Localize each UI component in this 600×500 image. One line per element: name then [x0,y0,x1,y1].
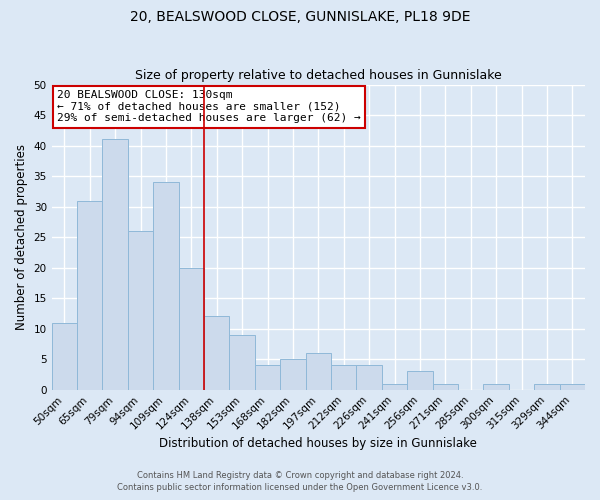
Bar [280,359,305,390]
Bar [179,268,204,390]
Bar [356,366,382,390]
Y-axis label: Number of detached properties: Number of detached properties [15,144,28,330]
Bar [560,384,585,390]
Bar [77,200,103,390]
Bar [484,384,509,390]
Text: 20, BEALSWOOD CLOSE, GUNNISLAKE, PL18 9DE: 20, BEALSWOOD CLOSE, GUNNISLAKE, PL18 9D… [130,10,470,24]
Bar [534,384,560,390]
Bar [52,322,77,390]
Text: 20 BEALSWOOD CLOSE: 130sqm
← 71% of detached houses are smaller (152)
29% of sem: 20 BEALSWOOD CLOSE: 130sqm ← 71% of deta… [57,90,361,124]
Bar [331,366,356,390]
Bar [128,231,153,390]
Bar [305,353,331,390]
Bar [255,366,280,390]
Text: Contains HM Land Registry data © Crown copyright and database right 2024.
Contai: Contains HM Land Registry data © Crown c… [118,471,482,492]
Title: Size of property relative to detached houses in Gunnislake: Size of property relative to detached ho… [135,69,502,82]
Bar [407,372,433,390]
Bar [433,384,458,390]
X-axis label: Distribution of detached houses by size in Gunnislake: Distribution of detached houses by size … [160,437,477,450]
Bar [153,182,179,390]
Bar [229,335,255,390]
Bar [382,384,407,390]
Bar [204,316,229,390]
Bar [103,140,128,390]
